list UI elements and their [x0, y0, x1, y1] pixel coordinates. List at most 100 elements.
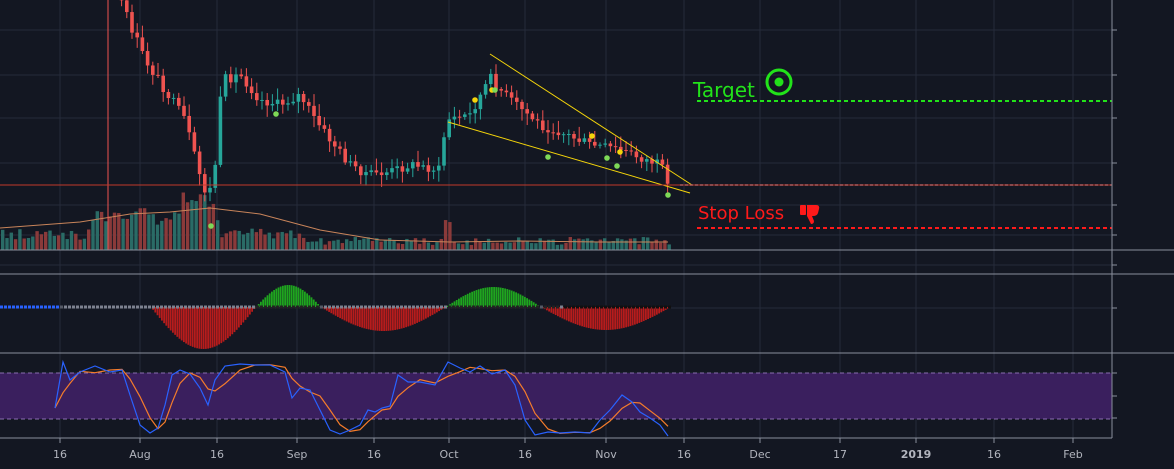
volume-bar: [203, 195, 206, 250]
squeeze-zero-dot: [384, 306, 387, 309]
squeeze-bar: [275, 289, 277, 307]
squeeze-zero-dot: [580, 306, 583, 309]
volume-bar: [556, 245, 559, 250]
volume-bar: [143, 208, 146, 250]
volume-bar: [336, 240, 339, 250]
candle-body: [401, 166, 405, 171]
squeeze-zero-dot: [332, 306, 335, 309]
squeeze-bar: [476, 290, 478, 307]
squeeze-bar: [603, 307, 605, 330]
squeeze-bar: [293, 286, 295, 307]
squeeze-bar: [592, 307, 594, 329]
squeeze-bar: [278, 287, 280, 307]
squeeze-bar: [198, 307, 200, 349]
candle-body: [624, 150, 628, 151]
squeeze-bar: [423, 307, 425, 320]
signal-dot-green: [665, 192, 671, 198]
x-tick-label: 16: [677, 448, 691, 461]
x-tick-label: 16: [518, 448, 532, 461]
squeeze-zero-dot: [52, 306, 55, 309]
candle-body: [156, 75, 160, 76]
candle-body: [635, 151, 639, 157]
candle-body: [505, 91, 509, 93]
squeeze-zero-dot: [548, 306, 551, 309]
volume-bar: [637, 244, 640, 250]
squeeze-bar: [572, 307, 574, 323]
squeeze-bar: [388, 307, 390, 331]
squeeze-bar: [234, 307, 236, 332]
squeeze-bar: [176, 307, 178, 337]
squeeze-zero-dot: [208, 306, 211, 309]
candle-body: [531, 113, 535, 119]
squeeze-zero-dot: [560, 306, 563, 309]
squeeze-bar: [570, 307, 572, 322]
y-axis[interactable]: [1112, 0, 1117, 438]
candle-body: [629, 150, 633, 151]
squeeze-bar: [421, 307, 423, 321]
squeeze-bar: [381, 307, 383, 331]
squeeze-zero-dot: [16, 306, 19, 309]
squeeze-zero-dot: [44, 306, 47, 309]
squeeze-zero-dot: [376, 306, 379, 309]
volume-bar: [70, 231, 73, 250]
volume-bar: [324, 245, 327, 250]
squeeze-bar: [295, 287, 297, 307]
volume-bar: [173, 212, 176, 250]
squeeze-zero-dot: [236, 306, 239, 309]
squeeze-zero-dot: [80, 306, 83, 309]
squeeze-zero-dot: [100, 306, 103, 309]
volume-bar: [276, 232, 279, 250]
squeeze-bar: [597, 307, 599, 330]
squeeze-bar: [366, 307, 368, 329]
volume-bar: [40, 234, 43, 250]
candle-body: [213, 165, 217, 188]
squeeze-bar: [467, 294, 469, 307]
squeeze-zero-dot: [352, 306, 355, 309]
squeeze-zero-dot: [536, 306, 539, 309]
candle-body: [489, 74, 493, 84]
candle-body: [432, 171, 436, 172]
squeeze-bar: [399, 307, 401, 329]
squeeze-zero-dot: [640, 306, 643, 309]
volume-bar: [491, 243, 494, 250]
squeeze-zero-dot: [128, 306, 131, 309]
squeeze-bar: [245, 307, 247, 320]
squeeze-bar: [608, 307, 610, 330]
volume-bar: [177, 214, 180, 250]
candle-body: [551, 132, 555, 133]
squeeze-zero-dot: [388, 306, 391, 309]
volume-bar: [109, 216, 112, 250]
volume-bar: [620, 239, 623, 250]
squeeze-bar: [621, 307, 623, 328]
squeeze-zero-dot: [92, 306, 95, 309]
volume-bar: [117, 213, 120, 250]
x-tick-label: Dec: [749, 448, 770, 461]
squeeze-bar: [498, 287, 500, 307]
x-tick-label: Aug: [129, 448, 150, 461]
volume-bar: [422, 238, 425, 250]
squeeze-zero-dot: [308, 306, 311, 309]
volume-bar: [392, 240, 395, 250]
candle-body: [598, 145, 602, 146]
squeeze-bar: [227, 307, 229, 338]
squeeze-zero-dot: [172, 306, 175, 309]
squeeze-bar: [205, 307, 207, 349]
candle-body: [229, 74, 233, 82]
volume-bar: [255, 232, 258, 250]
squeeze-bar: [636, 307, 638, 324]
signal-dot-green: [604, 155, 610, 161]
volume-bar: [220, 237, 223, 250]
squeeze-bar: [401, 307, 403, 329]
squeeze-bar: [187, 307, 189, 345]
volume-bar: [655, 240, 658, 250]
squeeze-zero-dot: [280, 306, 283, 309]
squeeze-bar: [357, 307, 359, 326]
squeeze-bar: [484, 288, 486, 307]
squeeze-bar: [649, 307, 651, 318]
squeeze-zero-dot: [168, 306, 171, 309]
candle-body: [603, 144, 607, 145]
squeeze-zero-dot: [296, 306, 299, 309]
squeeze-zero-dot: [552, 306, 555, 309]
